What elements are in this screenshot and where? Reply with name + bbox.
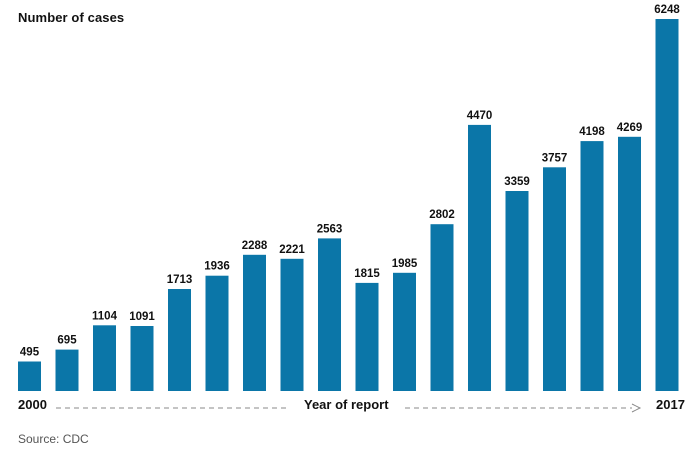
bar-2008: [318, 238, 341, 391]
data-label-2017: 6248: [654, 4, 680, 16]
bar-2000: [18, 361, 41, 391]
x-axis-start-label: 2000: [18, 397, 47, 412]
bars-group: [18, 19, 679, 392]
bar-2016: [618, 136, 641, 391]
bar-2012: [468, 124, 491, 392]
data-label-2000: 495: [20, 347, 40, 359]
data-label-2012: 4470: [467, 110, 493, 122]
data-label-2003: 1091: [129, 311, 155, 323]
bar-2014: [543, 167, 566, 391]
bar-2005: [205, 275, 229, 391]
bar-2011: [430, 224, 454, 391]
bar-2015: [580, 141, 604, 391]
x-axis-title: Year of report: [304, 397, 389, 412]
data-label-2013: 3359: [504, 176, 530, 188]
source-note: Source: CDC: [18, 432, 89, 446]
y-axis-label: Number of cases: [18, 10, 125, 25]
data-label-2011: 2802: [429, 209, 455, 221]
bar-2001: [55, 349, 79, 391]
data-label-2001: 695: [57, 335, 77, 347]
data-label-2010: 1985: [392, 258, 418, 270]
data-label-2007: 2221: [279, 244, 305, 256]
bar-2002: [93, 325, 116, 391]
data-label-2015: 4198: [579, 126, 605, 138]
data-labels-group: 495 695 1104 1091 1713 1936 2288 2221 2563 1815 19…: [20, 4, 680, 359]
data-label-2004: 1713: [167, 274, 193, 286]
bar-2007: [280, 258, 304, 391]
x-axis-end-label: 2017: [656, 397, 685, 412]
data-label-2016: 4269: [617, 122, 643, 134]
data-label-2005: 1936: [204, 261, 230, 273]
bar-2004: [168, 289, 191, 391]
bar-2017: [655, 19, 679, 391]
data-label-2009: 1815: [354, 268, 380, 280]
data-label-2014: 3757: [542, 152, 568, 164]
data-label-2008: 2563: [317, 223, 343, 235]
x-axis-arrow-icon: [631, 403, 642, 413]
bar-2010: [393, 272, 416, 391]
data-label-2006: 2288: [242, 240, 268, 252]
data-label-2002: 1104: [92, 310, 118, 322]
bar-2006: [243, 254, 266, 391]
bar-2009: [355, 282, 379, 391]
bar-2013: [505, 191, 529, 391]
bar-2003: [130, 326, 154, 391]
